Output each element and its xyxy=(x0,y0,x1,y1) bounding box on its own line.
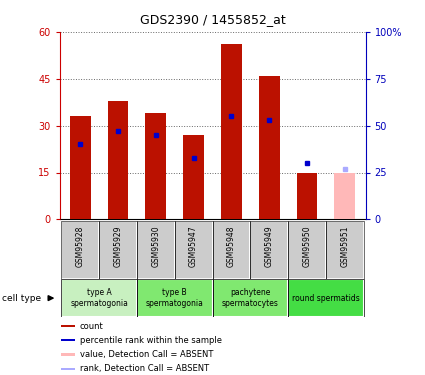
Text: pachytene
spermatocytes: pachytene spermatocytes xyxy=(222,288,279,308)
Text: cell type: cell type xyxy=(2,294,41,303)
Bar xyxy=(326,221,364,279)
Bar xyxy=(221,44,242,219)
Bar xyxy=(297,172,317,219)
Text: type B
spermatogonia: type B spermatogonia xyxy=(146,288,204,308)
Text: GDS2390 / 1455852_at: GDS2390 / 1455852_at xyxy=(140,13,285,26)
Bar xyxy=(183,135,204,219)
Bar xyxy=(137,221,175,279)
Bar xyxy=(145,113,166,219)
Bar xyxy=(61,279,137,317)
Text: GSM95948: GSM95948 xyxy=(227,225,236,267)
Text: GSM95949: GSM95949 xyxy=(265,225,274,267)
Bar xyxy=(288,279,364,317)
Text: percentile rank within the sample: percentile rank within the sample xyxy=(79,336,221,345)
Bar xyxy=(70,116,91,219)
Text: GSM95951: GSM95951 xyxy=(340,225,349,267)
Bar xyxy=(288,221,326,279)
Text: GSM95947: GSM95947 xyxy=(189,225,198,267)
Bar xyxy=(212,221,250,279)
Bar xyxy=(175,221,212,279)
Bar xyxy=(61,368,75,370)
Text: count: count xyxy=(79,322,103,331)
Bar xyxy=(99,221,137,279)
Bar xyxy=(250,221,288,279)
Text: round spermatids: round spermatids xyxy=(292,294,360,303)
Text: GSM95929: GSM95929 xyxy=(113,225,122,267)
Bar xyxy=(61,221,99,279)
Bar xyxy=(137,279,212,317)
Text: GSM95950: GSM95950 xyxy=(303,225,312,267)
Bar xyxy=(61,325,75,327)
Bar xyxy=(212,279,288,317)
Bar xyxy=(61,353,75,356)
Bar xyxy=(61,339,75,341)
Bar xyxy=(108,100,128,219)
Text: GSM95930: GSM95930 xyxy=(151,225,160,267)
Text: rank, Detection Call = ABSENT: rank, Detection Call = ABSENT xyxy=(79,364,209,373)
Bar xyxy=(259,76,280,219)
Text: value, Detection Call = ABSENT: value, Detection Call = ABSENT xyxy=(79,350,213,359)
Text: GSM95928: GSM95928 xyxy=(76,225,85,267)
Text: type A
spermatogonia: type A spermatogonia xyxy=(70,288,128,308)
Bar xyxy=(334,172,355,219)
